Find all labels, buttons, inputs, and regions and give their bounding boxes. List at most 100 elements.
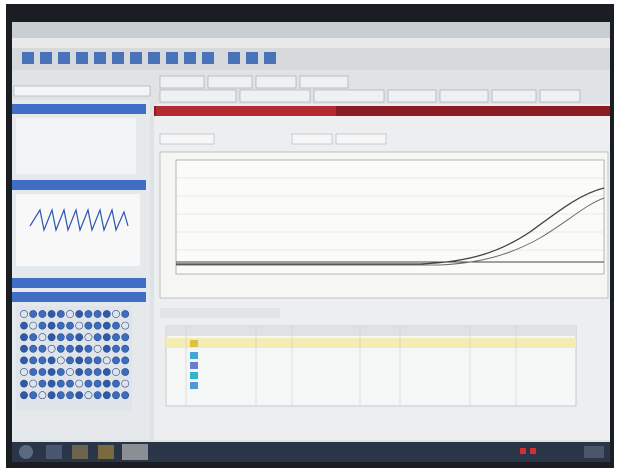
plate-well[interactable] bbox=[76, 322, 83, 329]
plate-well[interactable] bbox=[85, 322, 92, 329]
plate-well[interactable] bbox=[94, 357, 101, 364]
plate-well[interactable] bbox=[48, 322, 55, 329]
plate-well[interactable] bbox=[85, 368, 92, 375]
plate-well[interactable] bbox=[112, 380, 119, 387]
option-box[interactable] bbox=[292, 134, 332, 144]
plate-well[interactable] bbox=[66, 380, 73, 387]
tab[interactable] bbox=[160, 90, 236, 102]
tab[interactable] bbox=[240, 90, 310, 102]
taskbar-app[interactable] bbox=[98, 445, 114, 459]
plate-well[interactable] bbox=[85, 357, 92, 364]
plate-well[interactable] bbox=[85, 334, 92, 341]
taskbar-app[interactable] bbox=[46, 445, 62, 459]
plate-well[interactable] bbox=[39, 392, 46, 399]
plate-well[interactable] bbox=[112, 368, 119, 375]
plate-well[interactable] bbox=[39, 322, 46, 329]
plate-well[interactable] bbox=[39, 357, 46, 364]
toolbar-icon[interactable] bbox=[40, 52, 52, 64]
plate-well[interactable] bbox=[103, 334, 110, 341]
option-box[interactable] bbox=[160, 134, 214, 144]
toolbar-icon[interactable] bbox=[202, 52, 214, 64]
plate-well[interactable] bbox=[122, 310, 129, 317]
taskbar-app[interactable] bbox=[72, 445, 88, 459]
plate-well[interactable] bbox=[20, 310, 27, 317]
plate-well[interactable] bbox=[66, 357, 73, 364]
plate-well[interactable] bbox=[122, 322, 129, 329]
plate-well[interactable] bbox=[66, 392, 73, 399]
plate-well[interactable] bbox=[122, 334, 129, 341]
plate-well[interactable] bbox=[66, 310, 73, 317]
plate-well[interactable] bbox=[30, 345, 37, 352]
plate-well[interactable] bbox=[20, 392, 27, 399]
plate-well[interactable] bbox=[48, 345, 55, 352]
plate-well[interactable] bbox=[57, 322, 64, 329]
toolbar-icon[interactable] bbox=[148, 52, 160, 64]
plate-well[interactable] bbox=[57, 392, 64, 399]
tab[interactable] bbox=[208, 76, 252, 88]
tab[interactable] bbox=[160, 76, 204, 88]
plate-well[interactable] bbox=[20, 322, 27, 329]
option-box[interactable] bbox=[336, 134, 386, 144]
taskbar-app-active[interactable] bbox=[122, 444, 148, 460]
plate-well[interactable] bbox=[30, 322, 37, 329]
plate-well[interactable] bbox=[30, 334, 37, 341]
toolbar-icon[interactable] bbox=[228, 52, 240, 64]
plate-well[interactable] bbox=[48, 368, 55, 375]
plate-well[interactable] bbox=[76, 357, 83, 364]
plate-well[interactable] bbox=[76, 380, 83, 387]
plate-well[interactable] bbox=[30, 380, 37, 387]
plate-well[interactable] bbox=[30, 310, 37, 317]
plate-well[interactable] bbox=[20, 380, 27, 387]
plate-well[interactable] bbox=[48, 334, 55, 341]
tab[interactable] bbox=[256, 76, 296, 88]
plate-well[interactable] bbox=[122, 380, 129, 387]
plate-well[interactable] bbox=[94, 310, 101, 317]
tab[interactable] bbox=[300, 76, 348, 88]
plate-well[interactable] bbox=[103, 345, 110, 352]
plate-well[interactable] bbox=[103, 368, 110, 375]
plate-well[interactable] bbox=[39, 310, 46, 317]
plate-well[interactable] bbox=[48, 392, 55, 399]
plate-well[interactable] bbox=[76, 368, 83, 375]
plate-well[interactable] bbox=[122, 392, 129, 399]
plate-well[interactable] bbox=[112, 322, 119, 329]
toolbar-icon[interactable] bbox=[112, 52, 124, 64]
plate-well[interactable] bbox=[85, 310, 92, 317]
plate-well[interactable] bbox=[94, 334, 101, 341]
plate-well[interactable] bbox=[94, 368, 101, 375]
tab[interactable] bbox=[440, 90, 488, 102]
plate-well[interactable] bbox=[76, 334, 83, 341]
plate-well[interactable] bbox=[76, 392, 83, 399]
plate-well[interactable] bbox=[39, 380, 46, 387]
tab[interactable] bbox=[314, 90, 384, 102]
plate-well[interactable] bbox=[57, 334, 64, 341]
plate-well[interactable] bbox=[30, 368, 37, 375]
plate-well[interactable] bbox=[66, 322, 73, 329]
plate-well[interactable] bbox=[57, 345, 64, 352]
plate-well[interactable] bbox=[76, 345, 83, 352]
tab[interactable] bbox=[540, 90, 580, 102]
plate-well[interactable] bbox=[48, 357, 55, 364]
table-row-selected[interactable] bbox=[166, 338, 576, 348]
toolbar-icon[interactable] bbox=[264, 52, 276, 64]
plate-well[interactable] bbox=[94, 392, 101, 399]
plate-well[interactable] bbox=[66, 368, 73, 375]
plate-well[interactable] bbox=[94, 380, 101, 387]
plate-well[interactable] bbox=[66, 345, 73, 352]
plate-well[interactable] bbox=[112, 310, 119, 317]
plate-well[interactable] bbox=[20, 334, 27, 341]
plate-well[interactable] bbox=[57, 368, 64, 375]
tab[interactable] bbox=[388, 90, 436, 102]
plate-well[interactable] bbox=[112, 392, 119, 399]
toolbar-icon[interactable] bbox=[130, 52, 142, 64]
plate-well[interactable] bbox=[122, 345, 129, 352]
plate-well[interactable] bbox=[39, 334, 46, 341]
plate-well[interactable] bbox=[103, 322, 110, 329]
toolbar-icon[interactable] bbox=[184, 52, 196, 64]
plate-well[interactable] bbox=[103, 310, 110, 317]
plate-well[interactable] bbox=[39, 345, 46, 352]
plate-well[interactable] bbox=[112, 334, 119, 341]
plate-well[interactable] bbox=[85, 345, 92, 352]
plate-well[interactable] bbox=[30, 357, 37, 364]
plate-well[interactable] bbox=[48, 380, 55, 387]
